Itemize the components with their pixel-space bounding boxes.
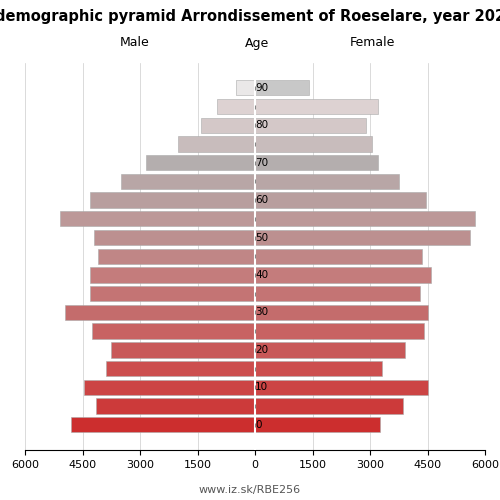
- Text: Age: Age: [246, 36, 270, 50]
- Text: 90: 90: [255, 83, 268, 93]
- Bar: [121, 174, 255, 189]
- Text: 50: 50: [255, 232, 268, 242]
- Text: 70: 70: [255, 158, 268, 168]
- Bar: [60, 211, 255, 226]
- Bar: [255, 324, 424, 339]
- Bar: [255, 248, 422, 264]
- Title: demographic pyramid Arrondissement of Roeselare, year 2022: demographic pyramid Arrondissement of Ro…: [0, 9, 500, 24]
- Bar: [255, 286, 420, 302]
- Text: 30: 30: [255, 308, 268, 318]
- Bar: [255, 211, 476, 226]
- Bar: [146, 155, 255, 170]
- Bar: [255, 136, 372, 152]
- Bar: [255, 304, 428, 320]
- Bar: [255, 380, 428, 395]
- Text: Male: Male: [120, 36, 150, 50]
- Text: 60: 60: [255, 195, 268, 205]
- Text: 10: 10: [255, 382, 268, 392]
- Bar: [106, 361, 255, 376]
- Bar: [92, 324, 255, 339]
- Bar: [255, 268, 432, 282]
- Bar: [96, 398, 255, 413]
- Text: www.iz.sk/RBE256: www.iz.sk/RBE256: [199, 484, 301, 494]
- Bar: [255, 342, 404, 357]
- Bar: [255, 118, 366, 133]
- Bar: [178, 136, 255, 152]
- Bar: [216, 99, 255, 114]
- Text: Female: Female: [350, 36, 395, 50]
- Bar: [255, 192, 426, 208]
- Bar: [84, 380, 255, 395]
- Bar: [66, 304, 255, 320]
- Bar: [90, 286, 255, 302]
- Bar: [255, 398, 402, 413]
- Bar: [202, 118, 255, 133]
- Bar: [71, 417, 255, 432]
- Bar: [111, 342, 255, 357]
- Bar: [255, 80, 308, 96]
- Bar: [98, 248, 255, 264]
- Text: 0: 0: [255, 420, 262, 430]
- Text: 20: 20: [255, 345, 268, 355]
- Text: 40: 40: [255, 270, 268, 280]
- Bar: [255, 155, 378, 170]
- Bar: [90, 268, 255, 282]
- Bar: [255, 417, 380, 432]
- Bar: [90, 192, 255, 208]
- Bar: [255, 174, 399, 189]
- Bar: [94, 230, 255, 245]
- Bar: [255, 361, 382, 376]
- Bar: [255, 230, 470, 245]
- Bar: [236, 80, 255, 96]
- Text: 80: 80: [255, 120, 268, 130]
- Bar: [255, 99, 378, 114]
